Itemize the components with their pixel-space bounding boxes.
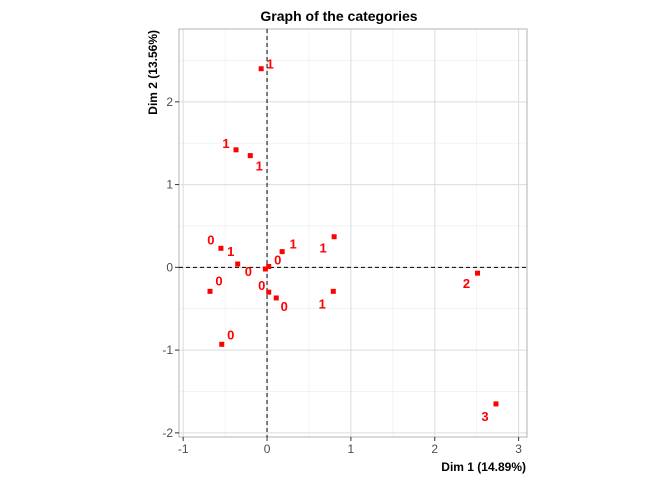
- data-point-label: 0: [215, 273, 222, 288]
- data-point-marker: [493, 401, 499, 407]
- data-point-marker: [207, 288, 213, 294]
- x-tick-label: -1: [178, 442, 189, 456]
- x-axis-ticks: -1 0 1 2 3: [178, 437, 522, 456]
- data-point-label: 0: [207, 232, 214, 247]
- y-tick-label: 0: [166, 260, 173, 274]
- data-point-label: 1: [267, 57, 274, 72]
- y-axis-title: Dim 2 (13.56%): [146, 30, 160, 115]
- x-tick-label: 3: [515, 442, 522, 456]
- data-point-label: 0: [227, 327, 234, 342]
- data-point-label: 1: [227, 244, 234, 259]
- data-point-marker: [266, 264, 272, 270]
- x-axis-title: Dim 1 (14.89%): [441, 460, 526, 474]
- data-point-marker: [266, 289, 272, 295]
- chart-title: Graph of the categories: [260, 8, 417, 24]
- data-point-marker: [233, 147, 239, 153]
- data-point-label: 0: [281, 299, 288, 314]
- data-point-label: 1: [290, 237, 297, 252]
- minor-gridlines: [179, 29, 527, 437]
- major-gridlines: [179, 29, 527, 437]
- x-tick-label: 0: [264, 442, 271, 456]
- y-axis-ticks: -2 -1 0 1 2: [162, 95, 179, 440]
- data-point-marker: [279, 249, 285, 255]
- data-point-marker: [218, 245, 224, 251]
- y-tick-label: 1: [166, 178, 173, 192]
- data-point-label: 2: [463, 276, 470, 291]
- data-point-marker: [475, 270, 481, 276]
- panel-border: [178, 28, 528, 438]
- data-point-label: 1: [320, 241, 327, 256]
- y-tick-label: 2: [166, 95, 173, 109]
- data-point-marker: [247, 153, 253, 159]
- data-point-label: 1: [256, 159, 263, 174]
- data-point-marker: [331, 234, 337, 240]
- data-point-marker: [330, 288, 336, 294]
- data-point-marker: [235, 261, 241, 267]
- data-point-label: 1: [222, 136, 229, 151]
- data-point-label: 0: [245, 264, 252, 279]
- y-tick-label: -2: [162, 426, 173, 440]
- reference-lines: [179, 29, 527, 437]
- data-point-label: 1: [319, 296, 326, 311]
- data-point-label: 0: [274, 253, 281, 268]
- data-point-marker: [219, 341, 225, 347]
- data-point-marker: [273, 295, 279, 301]
- data-point-label: 3: [481, 409, 488, 424]
- data-point-label: 0: [258, 278, 265, 293]
- data-point-marker: [258, 66, 264, 72]
- data-point-marker: [262, 266, 268, 272]
- x-tick-label: 2: [431, 442, 438, 456]
- x-tick-label: 1: [348, 442, 355, 456]
- y-tick-label: -1: [162, 343, 173, 357]
